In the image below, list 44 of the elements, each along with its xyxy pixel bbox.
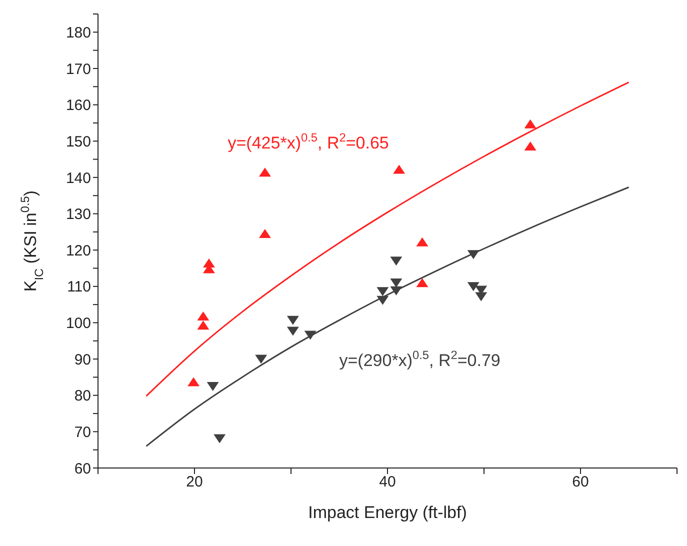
point bbox=[524, 142, 536, 151]
point bbox=[416, 237, 428, 246]
point bbox=[286, 326, 299, 336]
point bbox=[467, 282, 480, 292]
point bbox=[524, 119, 536, 128]
point bbox=[467, 250, 480, 260]
point bbox=[376, 287, 389, 296]
y-tick-label: 160 bbox=[66, 97, 91, 114]
point bbox=[390, 256, 402, 266]
y-tick-label: 100 bbox=[66, 315, 91, 332]
point bbox=[258, 168, 271, 177]
x-axis-title: Impact Energy (ft-lbf) bbox=[308, 503, 467, 522]
y-tick-label: 150 bbox=[66, 133, 91, 150]
y-tick-label: 140 bbox=[66, 170, 91, 187]
y-tick-label: 120 bbox=[66, 242, 91, 260]
y-tick-label: 110 bbox=[67, 278, 91, 296]
point bbox=[206, 382, 219, 391]
point bbox=[393, 164, 406, 174]
x-tick-label: 20 bbox=[186, 474, 203, 491]
text: y=(425*x)$^{0.5}$, R$^{2}$=0.65 bbox=[228, 130, 389, 152]
y-tick-label: 170 bbox=[66, 60, 91, 78]
y-tick-label: 70 bbox=[74, 424, 91, 442]
point bbox=[304, 330, 316, 340]
y-tick-label: 80 bbox=[74, 388, 91, 405]
y-tick-label: 90 bbox=[74, 351, 91, 368]
point bbox=[416, 278, 428, 288]
point bbox=[255, 354, 268, 364]
point bbox=[286, 316, 299, 325]
point bbox=[475, 292, 488, 302]
y-tick-label: 180 bbox=[66, 24, 91, 42]
point bbox=[258, 229, 271, 238]
point bbox=[214, 434, 226, 444]
line-series bbox=[146, 186, 630, 447]
line-series bbox=[146, 82, 630, 397]
x-tick-label: 60 bbox=[572, 474, 589, 491]
point bbox=[390, 286, 402, 296]
x-tick-label: 40 bbox=[379, 474, 396, 491]
point bbox=[390, 278, 402, 288]
point bbox=[376, 296, 389, 305]
point bbox=[197, 320, 210, 330]
y-tick-label: 60 bbox=[74, 460, 91, 478]
point bbox=[197, 312, 210, 321]
y-tick-label: 130 bbox=[66, 206, 91, 224]
series-label: y=(290*x)$^{0.5}$, R$^{2}$=0.79 bbox=[339, 348, 500, 370]
